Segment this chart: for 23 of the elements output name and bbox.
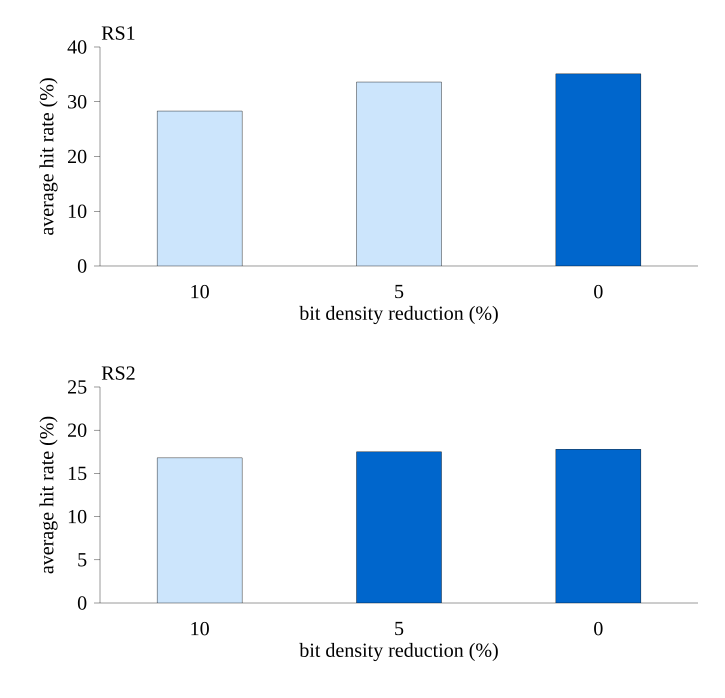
y-axis-title: average hit rate (%) — [39, 416, 58, 574]
y-tick-label: 40 — [68, 40, 86, 54]
chart-title: RS2 — [102, 366, 135, 380]
x-tick-label: 0 — [594, 284, 603, 298]
x-axis-title: bit density reduction (%) — [299, 642, 498, 662]
x-tick-label: 10 — [191, 284, 209, 298]
x-axis-title: bit density reduction (%) — [299, 306, 498, 324]
x-tick-label: 5 — [395, 284, 404, 298]
y-tick-label: 20 — [68, 150, 86, 164]
x-tick-label: 10 — [191, 622, 209, 636]
y-tick-label: 10 — [68, 510, 86, 524]
x-tick-label: 0 — [594, 622, 603, 636]
y-tick-label: 30 — [68, 95, 86, 108]
y-tick-label: 0 — [78, 259, 86, 273]
y-tick-label: 15 — [68, 466, 86, 480]
y-axis-title: average hit rate (%) — [39, 78, 58, 235]
y-tick-label: 10 — [68, 204, 86, 218]
y-tick-label: 5 — [78, 553, 86, 566]
x-tick-label: 5 — [395, 622, 404, 636]
chart-title: RS1 — [102, 26, 134, 40]
y-tick-label: 25 — [68, 380, 86, 394]
y-tick-label: 20 — [68, 423, 86, 437]
y-tick-label: 0 — [78, 596, 86, 610]
